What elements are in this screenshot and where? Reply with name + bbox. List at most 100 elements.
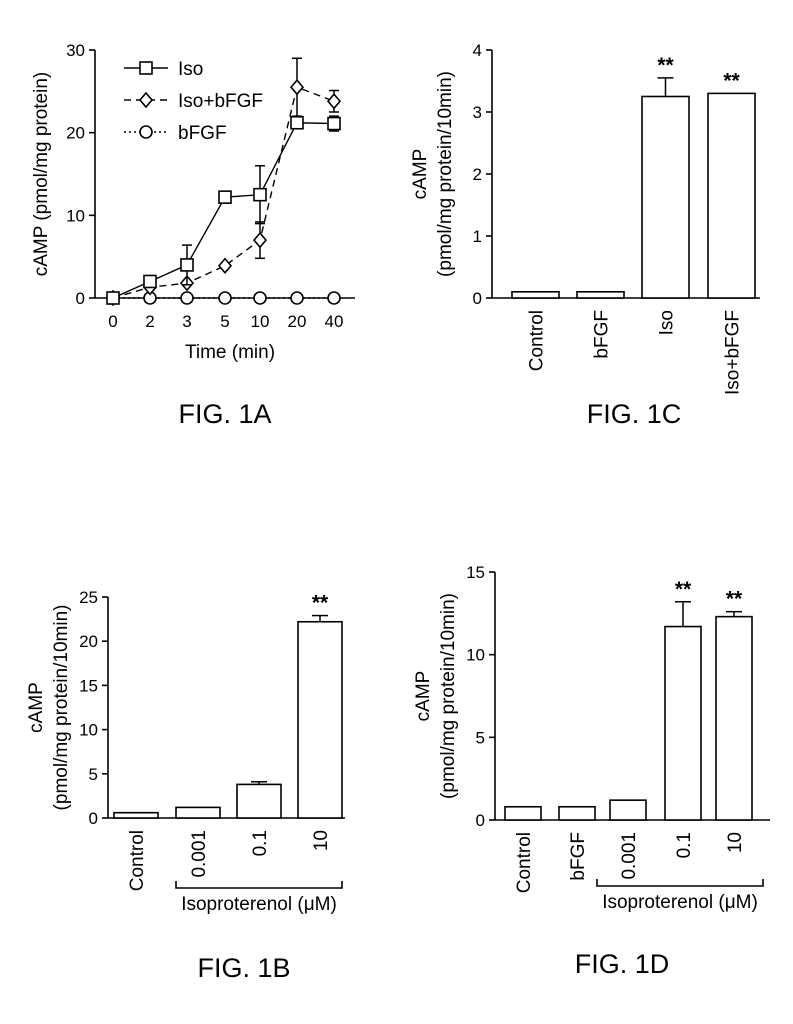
legend-label: Iso+bFGF [178,91,263,112]
y-tick-label: 5 [89,765,98,784]
data-point [253,291,267,305]
y-tick-label: 0 [476,811,485,830]
y-axis-title-line1: cAMP [26,682,47,733]
x-tick-label: 0 [108,312,117,331]
y-tick-label: 1 [473,227,482,246]
x-tick-label: 0.001 [619,832,640,880]
y-tick-label: 4 [473,41,482,60]
y-axis-title-line1: cAMP [410,149,431,200]
legend-label: Iso [178,59,203,80]
y-tick-label: 2 [473,165,482,184]
x-tick-label: 10 [725,832,746,853]
x-tick-label: 5 [220,312,229,331]
y-axis-title: cAMP (pmol/mg protein) [31,72,52,277]
group-label: Isoproterenol (μM) [181,894,337,915]
x-tick-label: Control [514,832,535,893]
y-tick-label: 0 [89,809,98,828]
x-tick-label: Iso [657,310,678,335]
data-point [143,274,157,289]
bar [715,615,753,821]
fig1b-chart: 0 5 10 15 20 25 cAMP (pmol/mg protein/10min) Con… [26,588,345,983]
y-tick-label: 20 [79,632,98,651]
y-tick-label: 25 [79,588,98,607]
y-tick-label: 30 [66,41,85,60]
significance-marker: ** [723,69,740,92]
data-point [327,116,341,131]
significance-marker: ** [312,592,329,615]
x-axis-title: Time (min) [185,342,275,363]
fig1c-chart: 0 1 2 3 4 cAMP (pmol/mg protein/10min) Control b… [410,41,760,429]
data-point [180,291,194,305]
significance-marker: ** [726,588,743,611]
x-tick-label: 0.1 [250,830,271,856]
y-tick-label: 20 [66,124,85,143]
x-tick-label: 10 [251,312,270,331]
bar [641,95,690,299]
data-point [290,115,304,130]
figure-label: FIG. 1C [587,399,682,429]
y-tick-label: 10 [66,206,85,225]
data-point [217,257,233,274]
bar [236,783,282,819]
bar [113,811,159,819]
y-axis-title-line2: (pmol/mg protein/10min) [435,71,456,277]
y-tick-label: 3 [473,103,482,122]
data-point [139,125,153,139]
bar [504,805,542,821]
data-point [139,61,153,75]
figure-label: FIG. 1B [197,953,290,983]
data-point [326,93,342,110]
y-tick-label: 0 [76,289,85,308]
data-point [253,187,267,202]
bar [558,805,596,821]
y-tick-label: 10 [466,646,485,665]
figure-label: FIG. 1A [178,399,271,429]
data-point [289,78,305,96]
bar [664,625,702,821]
legend-label: bFGF [178,123,227,144]
x-tick-label: Iso+bFGF [723,310,744,395]
significance-marker: ** [657,54,674,77]
data-point [138,91,154,109]
y-axis-title-line2: (pmol/mg protein/10min) [51,605,72,811]
x-tick-label: Control [127,830,148,891]
bar [609,799,647,821]
y-axis-title-line2: (pmol/mg protein/10min) [438,593,459,799]
fig1d-chart: 0 5 10 15 cAMP (pmol/mg protein/10min) Control… [413,563,770,979]
y-axis-title-line1: cAMP [413,671,434,722]
x-tick-label: bFGF [592,310,613,359]
y-tick-label: 15 [79,676,98,695]
bar [297,620,343,819]
fig1a-chart: 0 10 20 30 0 2 3 5 10 20 40 Time (min) cAMP (pmol/mg… [31,41,355,429]
bar [511,290,560,299]
y-tick-label: 5 [476,728,485,747]
x-tick-label: 0.001 [189,830,210,878]
legend: Iso Iso+bFGF bFGF [124,59,263,144]
data-point [327,291,341,305]
group-label: Isoproterenol (μM) [602,892,758,913]
data-point [180,258,194,272]
data-point [218,190,232,204]
group-bracket [596,879,764,887]
y-tick-label: 0 [473,289,482,308]
y-tick-label: 15 [466,563,485,582]
data-point [106,291,120,305]
x-tick-label: 3 [182,312,191,331]
group-bracket [175,881,343,889]
significance-marker: ** [675,578,692,601]
x-tick-label: Control [527,310,548,371]
x-tick-label: 20 [288,312,307,331]
y-tick-label: 10 [79,721,98,740]
x-tick-label: 0.1 [674,832,695,858]
bar [707,92,756,299]
x-tick-label: 10 [311,830,332,851]
x-tick-label: bFGF [568,832,589,881]
bar [576,290,625,299]
data-point [290,291,304,305]
x-tick-label: 2 [145,312,154,331]
series-Iso [106,115,341,305]
figure-label: FIG. 1D [575,949,670,979]
data-point [252,231,268,249]
x-tick-label: 40 [325,312,344,331]
